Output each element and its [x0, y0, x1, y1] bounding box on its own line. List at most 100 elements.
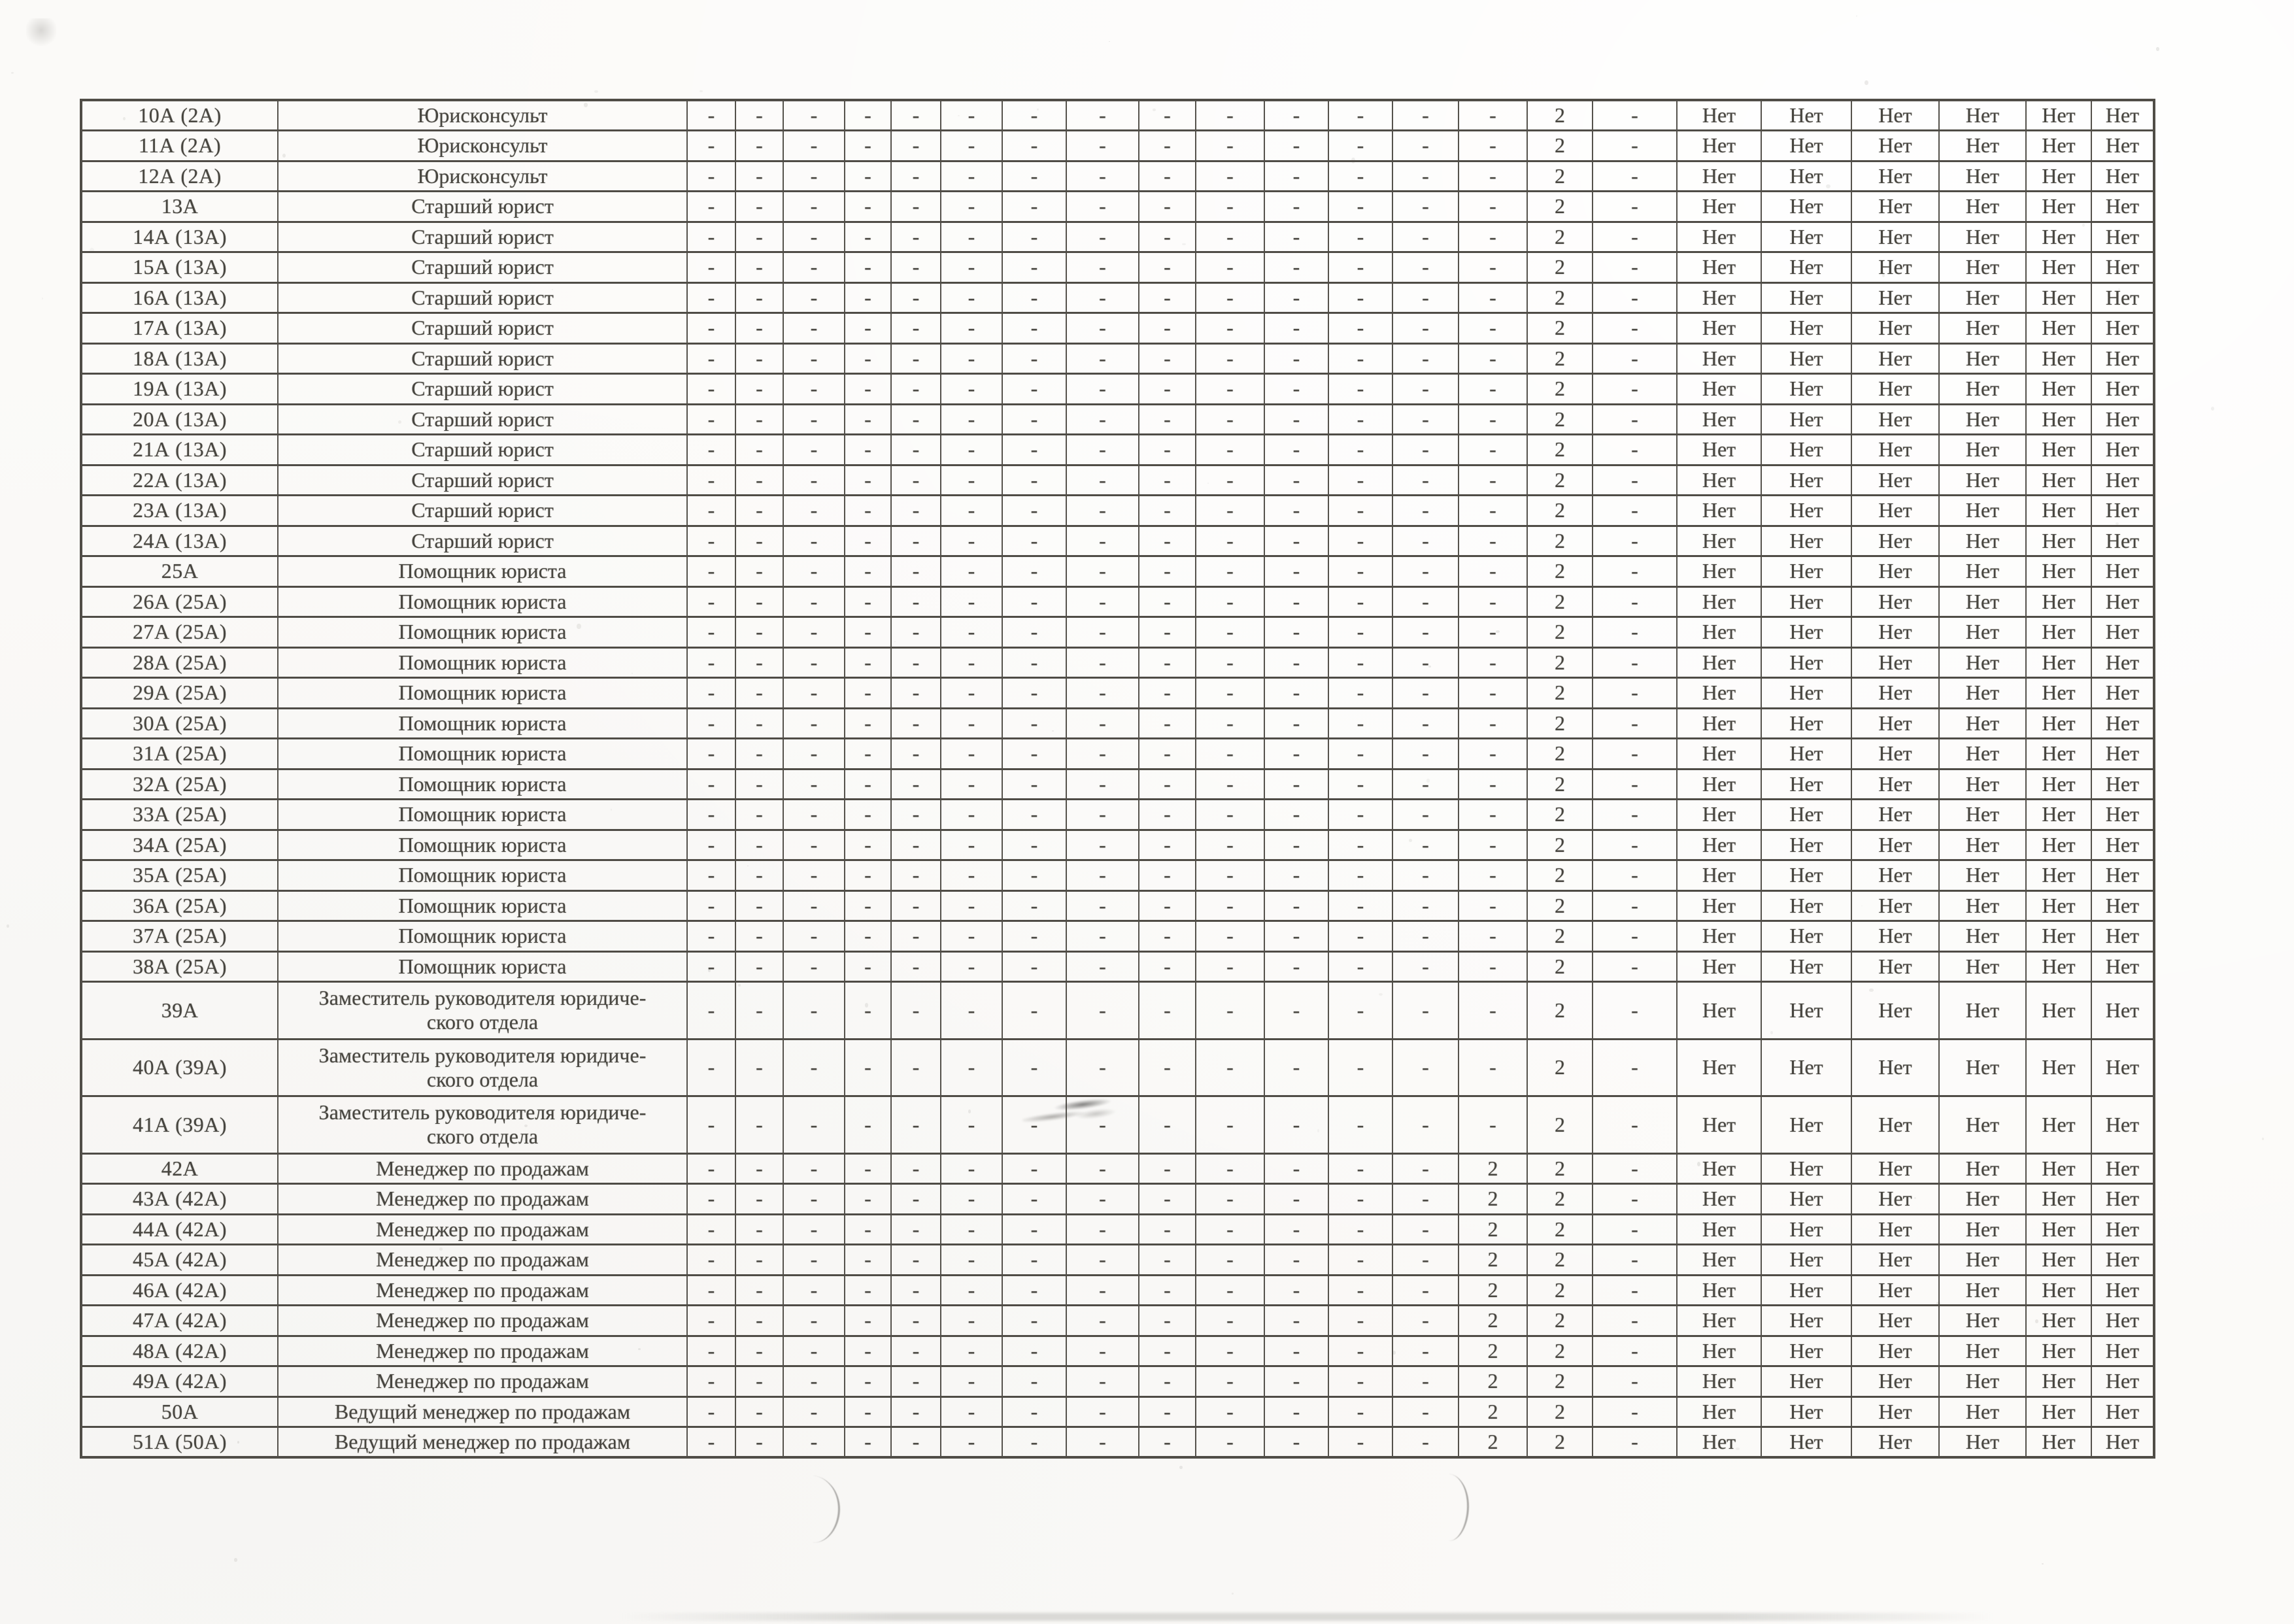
- job-title-cell: Менеджер по продажам: [277, 1304, 688, 1337]
- table-row: 10А (2А) Юрисконсульт - - - - - - - - - - - - - -2- Нет Н…: [80, 99, 2155, 131]
- value-cell: -: [1264, 1395, 1329, 1428]
- job-title-cell: Заместитель руководителя юридиче- ского …: [277, 1095, 688, 1155]
- value-cell: -: [940, 433, 1003, 466]
- value-cell: -: [1138, 981, 1196, 1040]
- value-cell: -: [1328, 403, 1393, 435]
- value-cell: -: [735, 524, 784, 557]
- value-cell: Нет: [2091, 524, 2155, 557]
- table-row: 44А (42А) Менеджер по продажам - - - - - - - - - - -…: [80, 1213, 2155, 1245]
- table-row: 11А (2А) Юрисконсульт - - - - - - - - - - - - - -2- Нет Н…: [80, 129, 2155, 162]
- value-cell: Нет: [1938, 1274, 2027, 1306]
- value-cell: -: [1592, 1183, 1678, 1215]
- value-cell: -: [1392, 464, 1459, 496]
- value-cell: -: [735, 312, 784, 345]
- value-cell: -: [1328, 616, 1393, 649]
- position-code-cell: 43А (42А): [80, 1183, 278, 1215]
- value-cell: Нет: [1851, 220, 1940, 253]
- value-cell: -: [1592, 859, 1678, 892]
- value-cell: -: [844, 99, 892, 131]
- value-cell: -: [890, 524, 941, 557]
- value-cell: -: [844, 312, 892, 345]
- value-cell: -: [1002, 889, 1067, 922]
- job-title-cell: Помощник юриста: [277, 707, 688, 739]
- value-cell: -: [1264, 1038, 1329, 1097]
- value-cell: Нет: [1938, 555, 2027, 588]
- table-row: 27А (25А) Помощник юриста - - - - - - - - - - - - - -2-…: [80, 616, 2155, 649]
- value-cell: Нет: [2025, 99, 2092, 131]
- value-cell: -: [1066, 281, 1139, 314]
- value-cell: -: [1138, 524, 1196, 557]
- value-cell: Нет: [2025, 737, 2092, 770]
- value-cell: -: [735, 251, 784, 284]
- value-cell: -: [844, 920, 892, 953]
- job-title-cell: Менеджер по продажам: [277, 1183, 688, 1215]
- value-cell: -: [1066, 920, 1139, 953]
- value-cell: -: [844, 190, 892, 223]
- job-title-cell: Помощник юриста: [277, 859, 688, 892]
- scanner-edge-artifact: [621, 1613, 1994, 1621]
- value-cell: 2: [1458, 1274, 1528, 1306]
- value-cell: 2: [1458, 1152, 1528, 1185]
- value-cell: Нет: [2025, 616, 2092, 649]
- job-title-cell: Юрисконсульт: [277, 160, 688, 192]
- value-cell: Нет: [1938, 646, 2027, 679]
- value-cell: -: [940, 1095, 1003, 1155]
- value-cell: -: [844, 737, 892, 770]
- value-cell: Нет: [2025, 342, 2092, 375]
- value-cell: 2: [1527, 950, 1593, 983]
- value-cell: Нет: [2091, 1274, 2155, 1306]
- value-cell: -: [844, 373, 892, 405]
- value-cell: -: [1002, 433, 1067, 466]
- job-title-cell: Менеджер по продажам: [277, 1334, 688, 1367]
- value-cell: Нет: [2091, 1365, 2155, 1398]
- value-cell: Нет: [2025, 433, 2092, 466]
- value-cell: Нет: [1938, 950, 2027, 983]
- value-cell: -: [844, 403, 892, 435]
- value-cell: Нет: [1851, 1304, 1940, 1337]
- value-cell: Нет: [1938, 1213, 2027, 1245]
- value-cell: -: [1264, 1334, 1329, 1367]
- value-cell: -: [1066, 646, 1139, 679]
- value-cell: -: [783, 342, 845, 375]
- position-code-cell: 13А: [80, 190, 278, 223]
- value-cell: -: [940, 859, 1003, 892]
- value-cell: -: [1592, 616, 1678, 649]
- value-cell: -: [1592, 1243, 1678, 1276]
- value-cell: -: [890, 190, 941, 223]
- value-cell: -: [1592, 798, 1678, 831]
- value-cell: -: [783, 1213, 845, 1245]
- value-cell: -: [1328, 737, 1393, 770]
- value-cell: -: [1592, 920, 1678, 953]
- value-cell: -: [1392, 920, 1459, 953]
- value-cell: Нет: [1676, 828, 1762, 861]
- value-cell: -: [1392, 1213, 1459, 1245]
- value-cell: -: [890, 889, 941, 922]
- value-cell: -: [783, 464, 845, 496]
- job-title-cell: Помощник юриста: [277, 585, 688, 618]
- value-cell: -: [1392, 1274, 1459, 1306]
- value-cell: Нет: [1761, 1243, 1852, 1276]
- value-cell: -: [1002, 403, 1067, 435]
- pen-mark-left-artifact: [792, 1474, 844, 1546]
- position-code-cell: 10А (2А): [80, 99, 278, 131]
- value-cell: -: [1195, 220, 1265, 253]
- value-cell: -: [1264, 1274, 1329, 1306]
- value-cell: -: [890, 677, 941, 709]
- position-code-cell: 28А (25А): [80, 646, 278, 679]
- value-cell: -: [890, 129, 941, 162]
- value-cell: -: [844, 1334, 892, 1367]
- value-cell: -: [890, 646, 941, 679]
- value-cell: Нет: [1676, 190, 1762, 223]
- value-cell: -: [940, 768, 1003, 800]
- scan-speckle: [233, 1558, 237, 1562]
- value-cell: -: [1458, 798, 1528, 831]
- value-cell: -: [783, 1038, 845, 1097]
- value-cell: Нет: [1851, 1152, 1940, 1185]
- value-cell: Нет: [1676, 251, 1762, 284]
- value-cell: Нет: [1676, 616, 1762, 649]
- value-cell: Нет: [1676, 494, 1762, 527]
- value-cell: -: [1392, 585, 1459, 618]
- value-cell: 2: [1527, 768, 1593, 800]
- value-cell: 2: [1527, 1243, 1593, 1276]
- value-cell: Нет: [1761, 828, 1852, 861]
